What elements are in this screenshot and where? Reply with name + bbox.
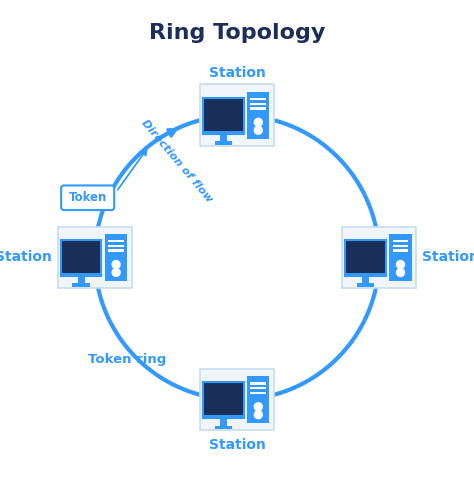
Bar bbox=[78, 276, 85, 283]
Bar bbox=[250, 107, 266, 110]
Bar bbox=[203, 130, 244, 134]
Bar bbox=[346, 273, 386, 276]
Bar bbox=[250, 392, 266, 394]
Bar bbox=[220, 134, 227, 141]
Circle shape bbox=[397, 268, 404, 276]
Circle shape bbox=[255, 119, 262, 126]
Bar bbox=[346, 240, 386, 276]
Bar bbox=[215, 141, 232, 144]
Bar bbox=[357, 283, 374, 287]
Circle shape bbox=[255, 403, 262, 411]
FancyBboxPatch shape bbox=[58, 227, 132, 288]
FancyBboxPatch shape bbox=[61, 186, 114, 210]
Bar bbox=[203, 415, 244, 418]
FancyBboxPatch shape bbox=[200, 369, 273, 431]
Text: Station: Station bbox=[0, 250, 52, 264]
Circle shape bbox=[112, 268, 120, 276]
Circle shape bbox=[397, 260, 404, 268]
Bar bbox=[220, 418, 227, 426]
Bar bbox=[108, 245, 124, 247]
Bar bbox=[247, 376, 269, 423]
Bar bbox=[392, 240, 409, 243]
FancyBboxPatch shape bbox=[342, 227, 416, 288]
Bar bbox=[250, 387, 266, 389]
Bar bbox=[390, 234, 411, 281]
Bar bbox=[108, 240, 124, 243]
Text: Token: Token bbox=[69, 191, 107, 204]
FancyBboxPatch shape bbox=[200, 84, 274, 146]
Bar bbox=[392, 249, 409, 252]
Bar bbox=[215, 426, 232, 429]
Text: Ring Topology: Ring Topology bbox=[149, 23, 325, 43]
Bar bbox=[61, 273, 101, 276]
Bar bbox=[247, 92, 269, 139]
Text: Station: Station bbox=[209, 65, 265, 79]
Bar bbox=[203, 382, 244, 418]
Bar bbox=[73, 283, 90, 287]
Bar bbox=[105, 234, 127, 281]
Bar bbox=[250, 98, 266, 100]
Circle shape bbox=[255, 411, 262, 419]
Bar bbox=[250, 103, 266, 105]
Bar bbox=[392, 245, 409, 247]
Bar bbox=[250, 382, 266, 385]
Bar bbox=[203, 98, 244, 134]
Text: Token ring: Token ring bbox=[88, 353, 166, 367]
Text: Station: Station bbox=[422, 250, 474, 264]
Circle shape bbox=[255, 126, 262, 134]
Bar bbox=[108, 249, 124, 252]
Text: Direction of flow: Direction of flow bbox=[140, 118, 215, 204]
Bar bbox=[61, 240, 101, 276]
Circle shape bbox=[112, 260, 120, 268]
Bar bbox=[362, 276, 369, 283]
Text: Station: Station bbox=[209, 438, 265, 452]
